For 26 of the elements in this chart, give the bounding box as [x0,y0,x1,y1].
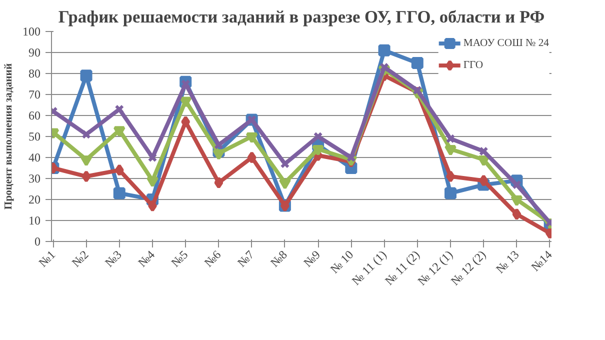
y-tick-label: 50 [28,130,40,144]
y-tick-label: 10 [28,214,40,228]
x-tick-label: №4 [135,248,158,270]
x-tick-label: №8 [268,248,290,270]
x-tick-label: №9 [300,248,324,270]
x-tick-label: №6 [201,248,224,270]
y-tick-label: 40 [28,150,40,164]
x-tick-label: №7 [234,248,257,270]
x-tick-label: №2 [68,248,92,270]
y-tick-label: 0 [34,234,40,248]
y-tick-label: 30 [28,172,40,186]
y-tick-label: 100 [22,24,40,38]
chart-title: График решаемости заданий в разрезе ОУ, ГГО, области и РФ [58,8,545,26]
x-tick-label: №3 [102,248,124,270]
x-tick-label: №5 [168,248,191,270]
y-axis-title: Процент выполнения заданий [4,63,14,210]
legend-label: ГГО [463,60,484,70]
y-tick-label: 80 [28,66,40,80]
y-tick-label: 70 [28,88,40,102]
y-tick-label: 20 [28,192,40,206]
legend-label: МАОУ СОШ № 24 [463,38,549,48]
x-tick-label: №1 [36,248,58,270]
y-tick-label: 90 [28,46,40,60]
y-tick-label: 60 [28,108,40,122]
x-tick-label: № 13 [493,248,522,276]
x-tick-label: № 10 [328,248,356,276]
